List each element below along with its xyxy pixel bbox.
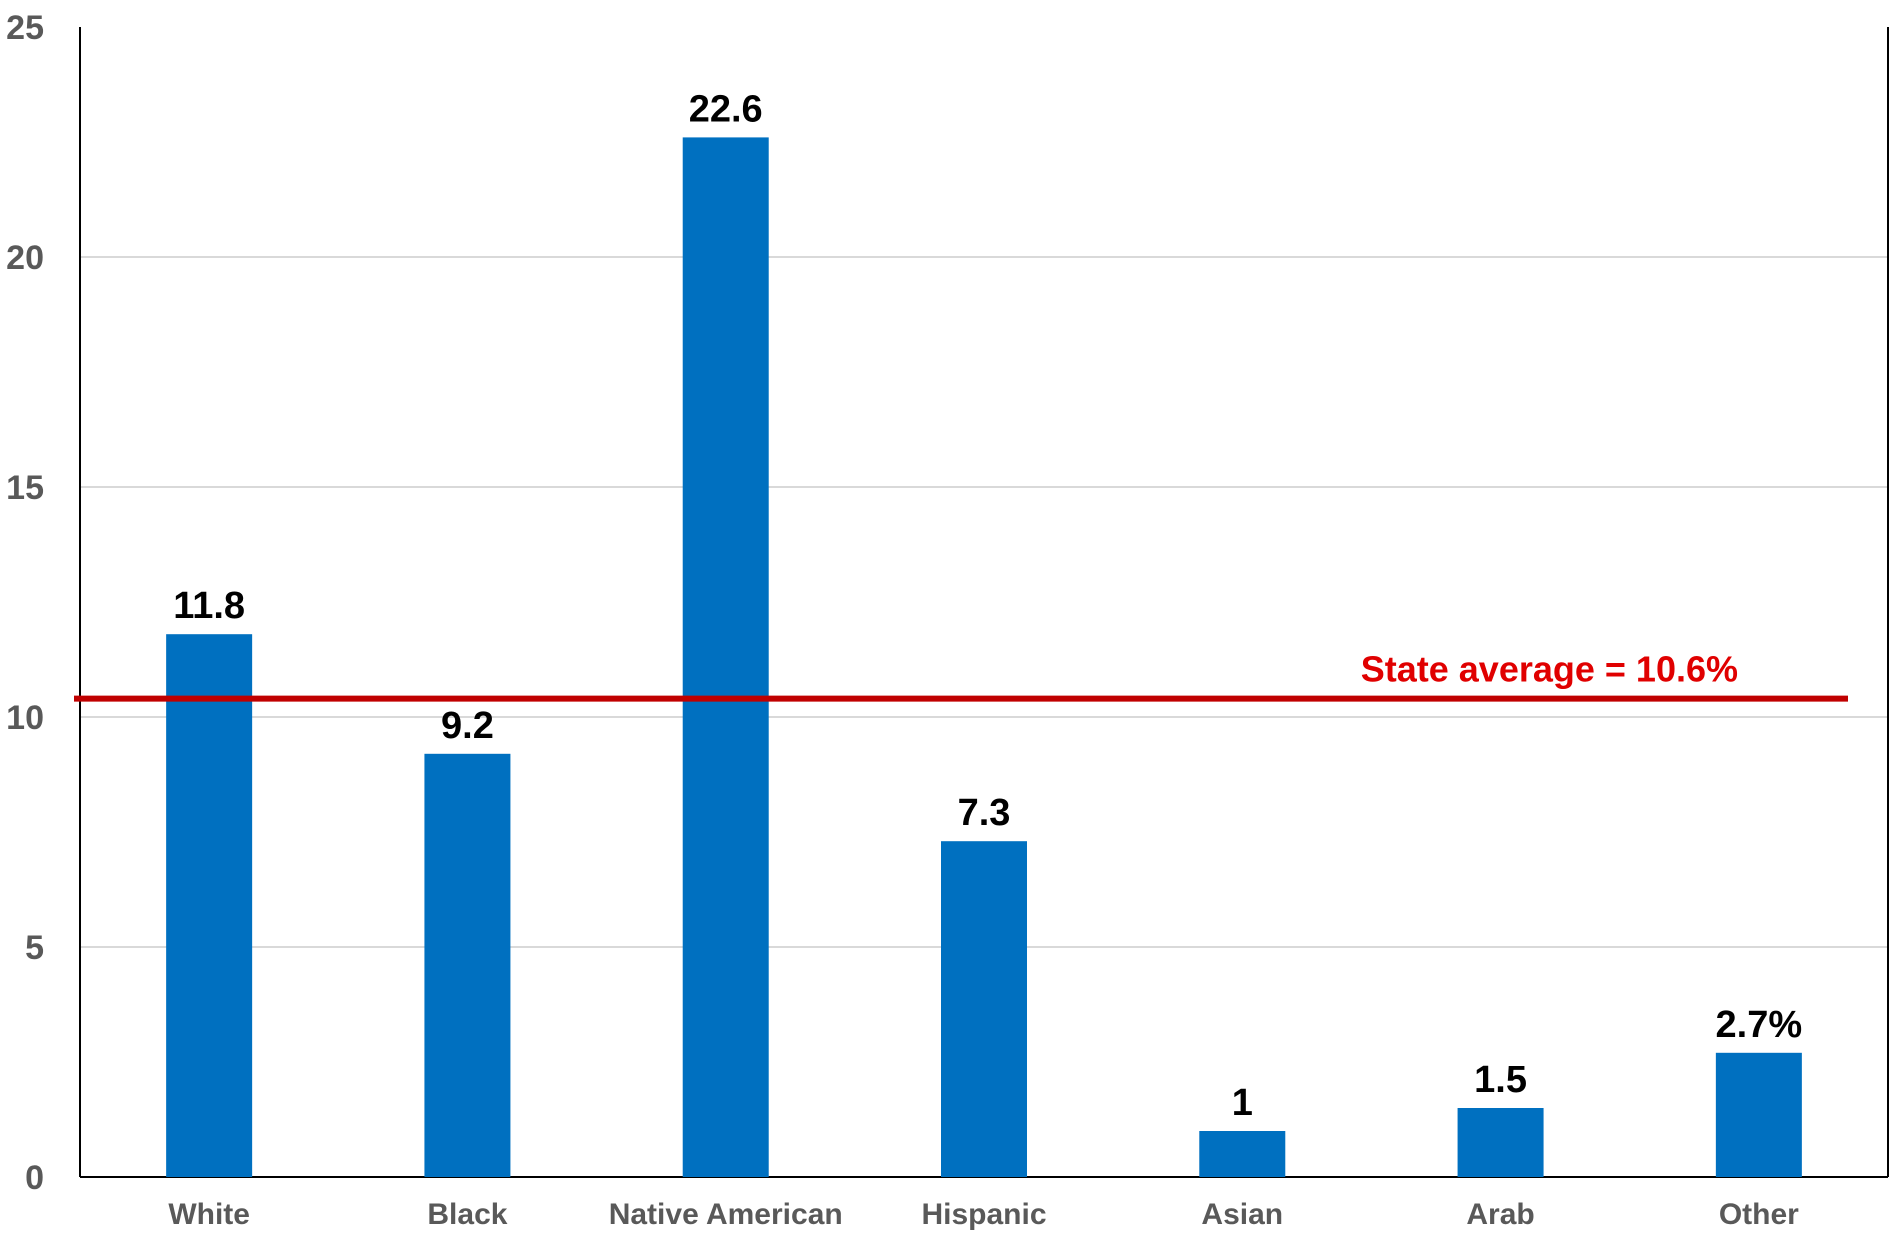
data-label-white: 11.8 bbox=[173, 585, 245, 627]
y-tick-labels: 0 5 10 15 20 25 bbox=[6, 9, 44, 1197]
y-tick-label-20: 20 bbox=[6, 239, 44, 277]
category-label-white: White bbox=[168, 1198, 250, 1231]
data-label-black: 9.2 bbox=[441, 705, 494, 747]
y-tick-label-15: 15 bbox=[6, 469, 44, 507]
category-label-arab: Arab bbox=[1466, 1198, 1534, 1231]
bar-white bbox=[166, 634, 253, 1177]
category-label-other: Other bbox=[1719, 1198, 1799, 1231]
bar-hispanic bbox=[941, 841, 1027, 1177]
y-tick-label-0: 0 bbox=[25, 1159, 44, 1197]
reference-line-group: State average = 10.6% bbox=[74, 649, 1848, 702]
data-label-arab: 1.5 bbox=[1474, 1059, 1527, 1101]
data-labels: 11.8 9.2 22.6 7.3 1 1.5 2.7% bbox=[173, 88, 1802, 1124]
data-label-native-american: 22.6 bbox=[689, 88, 763, 130]
bar-arab bbox=[1457, 1108, 1544, 1177]
y-tick-label-5: 5 bbox=[25, 929, 44, 967]
category-labels: White Black Native American Hispanic Asian Ar… bbox=[168, 1198, 1799, 1231]
category-label-asian: Asian bbox=[1201, 1198, 1283, 1231]
bar-black bbox=[424, 753, 511, 1177]
category-label-hispanic: Hispanic bbox=[921, 1198, 1046, 1231]
data-label-hispanic: 7.3 bbox=[958, 792, 1011, 834]
y-tick-label-25: 25 bbox=[6, 9, 44, 47]
category-label-native-american: Native American bbox=[609, 1198, 843, 1231]
bar-other bbox=[1715, 1052, 1802, 1177]
bars bbox=[166, 137, 1802, 1177]
bar-native-american bbox=[682, 137, 769, 1177]
state-average-label: State average = 10.6% bbox=[1361, 649, 1738, 690]
y-tick-label-10: 10 bbox=[6, 699, 44, 737]
data-label-asian: 1 bbox=[1232, 1082, 1253, 1124]
bar-asian bbox=[1199, 1131, 1286, 1177]
category-label-black: Black bbox=[427, 1198, 507, 1231]
data-label-other: 2.7% bbox=[1716, 1004, 1803, 1046]
